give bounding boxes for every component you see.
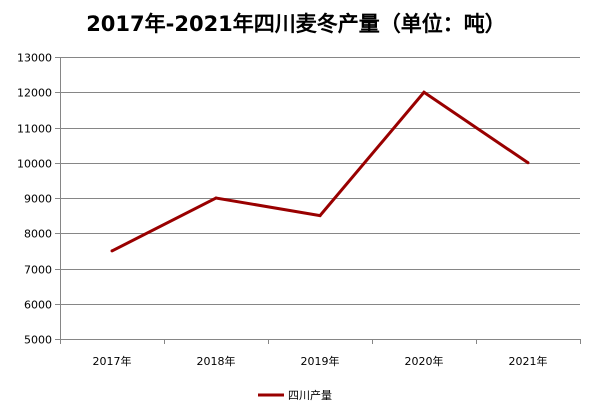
- x-axis-tick-labels: 2017年 2018年 2019年 2020年 2021年: [93, 354, 548, 368]
- data-point: [318, 214, 322, 218]
- series-line: [111, 90, 529, 253]
- y-tick-label: 5000: [24, 334, 52, 347]
- data-point: [526, 161, 530, 165]
- x-tick-label: 2017年: [93, 354, 132, 368]
- y-tick-label: 13000: [17, 52, 52, 65]
- data-point: [110, 249, 114, 253]
- y-tick-label: 10000: [17, 158, 52, 171]
- x-tick-label: 2018年: [197, 354, 236, 368]
- data-point: [422, 90, 426, 94]
- y-tick-label: 6000: [24, 299, 52, 312]
- y-tick-label: 11000: [17, 123, 52, 136]
- x-tick-label: 2019年: [301, 354, 340, 368]
- y-tick-label: 9000: [24, 193, 52, 206]
- y-tick-label: 7000: [24, 264, 52, 277]
- x-tick-label: 2020年: [405, 354, 444, 368]
- data-point: [214, 196, 218, 200]
- series-lines: [110, 90, 530, 253]
- chart-title: 2017年-2021年四川麦冬产量（单位：吨）: [86, 12, 506, 36]
- legend-label: 四川产量: [288, 388, 332, 402]
- y-tick-label: 8000: [24, 228, 52, 241]
- y-axis-tick-labels: 5000 6000 7000 8000 9000 10000 11000 12000 13000: [17, 52, 52, 347]
- gridlines: [60, 57, 580, 305]
- legend: 四川产量: [258, 388, 332, 402]
- axes: [55, 57, 581, 344]
- x-tick-label: 2021年: [509, 354, 548, 368]
- y-tick-label: 12000: [17, 87, 52, 100]
